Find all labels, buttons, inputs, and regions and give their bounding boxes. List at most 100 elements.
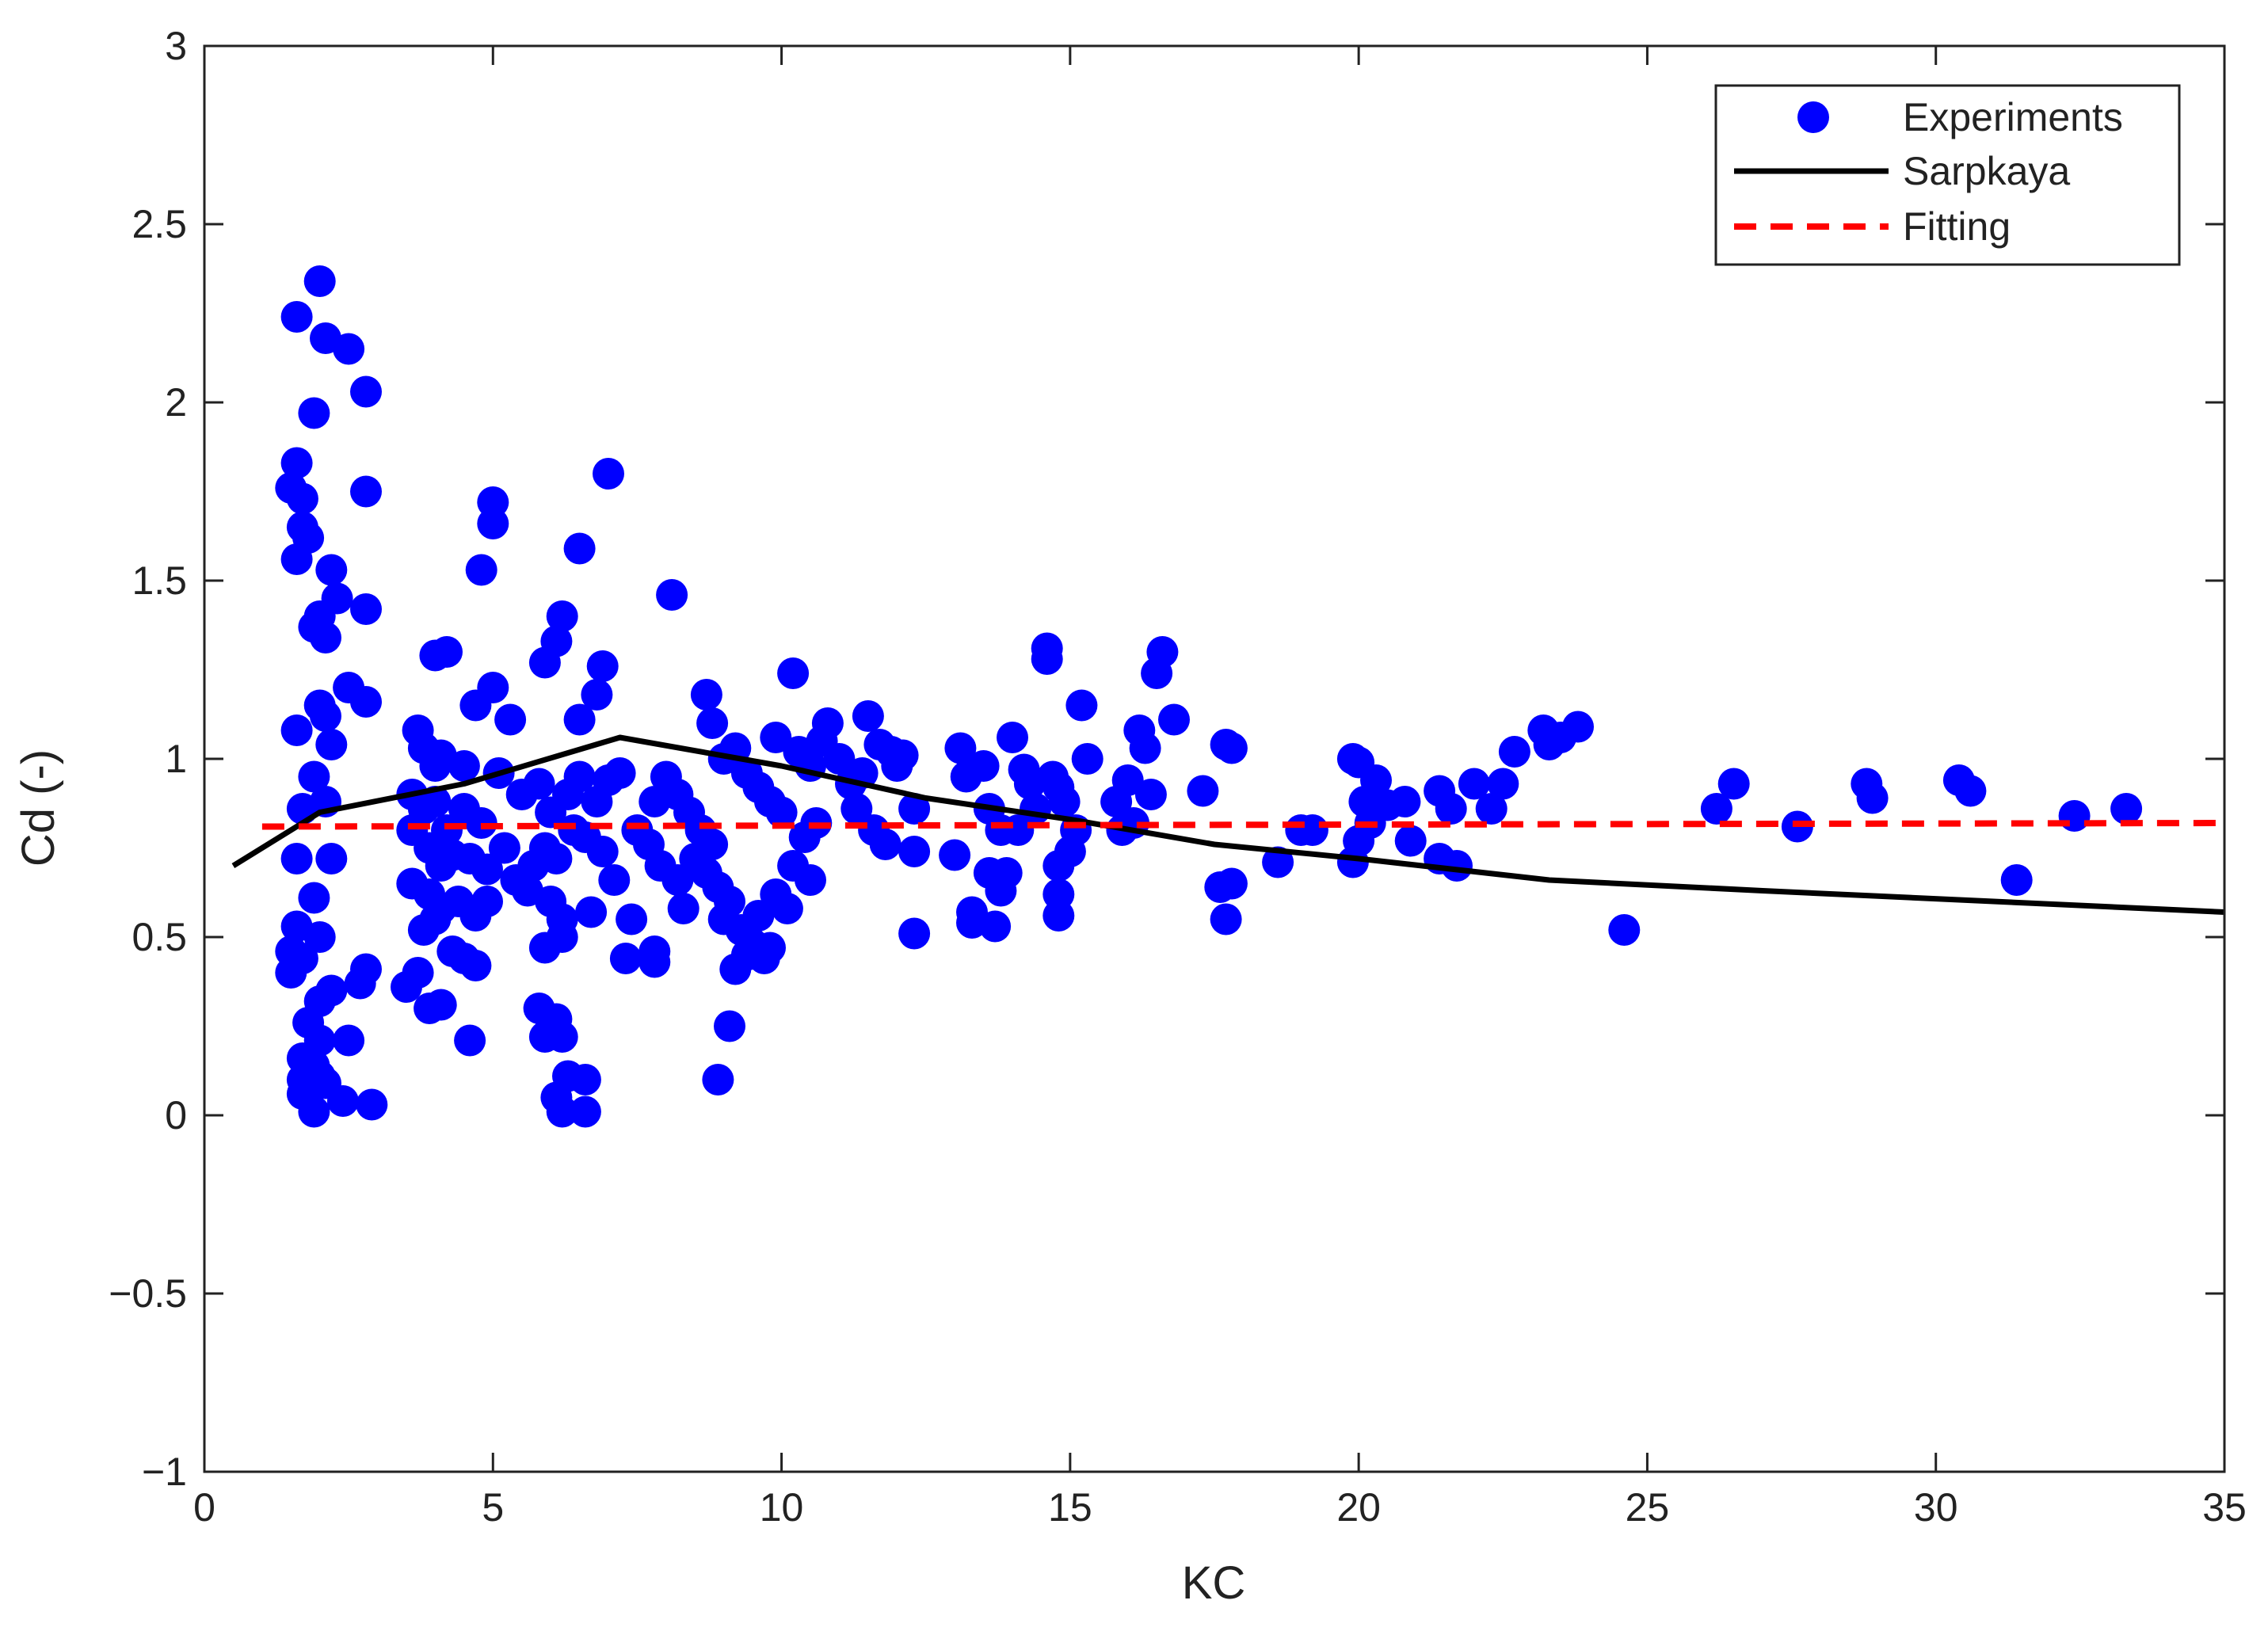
experiments-point-30 [298, 882, 330, 914]
y-axis-label: Cd (-) [13, 749, 64, 867]
experiments-point-183 [840, 793, 873, 825]
experiments-point-267 [1562, 711, 1594, 743]
experiments-point-261 [1475, 793, 1508, 825]
experiments-point-199 [944, 732, 977, 764]
experiments-point-222 [1065, 689, 1098, 722]
experiments-point-193 [714, 1010, 745, 1042]
experiments-point-142 [661, 864, 694, 896]
experiments-point-255 [1394, 825, 1427, 857]
experiments-point-50 [356, 1088, 388, 1121]
experiments-point-263 [1498, 736, 1530, 768]
experiments-point-37 [344, 967, 376, 1000]
experiments-point-197 [898, 917, 931, 950]
experiments-point-192 [742, 900, 775, 932]
experiments-point-1 [303, 265, 336, 297]
experiments-point-113 [575, 896, 608, 928]
experiments-point-136 [609, 943, 642, 974]
experiments-point-191 [760, 878, 792, 910]
experiments-point-125 [454, 1024, 486, 1057]
experiments-point-160 [730, 939, 763, 971]
x-tick-label: 20 [1336, 1485, 1381, 1530]
experiments-point-12 [280, 543, 313, 575]
experiments-point-131 [569, 1064, 601, 1095]
y-tick-label: −0.5 [109, 1271, 187, 1316]
experiments-point-257 [1435, 793, 1467, 825]
experiments-point-57 [656, 579, 688, 611]
experiments-point-124 [425, 989, 457, 1021]
experiments-point-62 [431, 636, 463, 668]
experiments-point-182 [886, 739, 919, 772]
y-tick-label: 1 [165, 737, 187, 781]
experiments-point-174 [811, 707, 844, 739]
y-tick-label: 1.5 [132, 558, 187, 603]
experiments-point-17 [310, 622, 341, 653]
experiments-point-143 [667, 893, 699, 924]
experiments-point-185 [869, 829, 901, 860]
experiments-point-28 [280, 843, 313, 874]
experiments-point-22 [315, 729, 348, 760]
experiments-point-178 [852, 700, 884, 732]
experiments-point-268 [1608, 914, 1641, 946]
experiments-point-35 [275, 957, 307, 989]
experiments-point-259 [1441, 850, 1473, 882]
experiments-point-170 [760, 722, 792, 753]
experiments-point-198 [939, 839, 971, 871]
experiments-point-3 [310, 322, 341, 354]
experiments-point-63 [586, 650, 619, 682]
experiments-point-208 [997, 722, 1028, 753]
experiments-point-243 [1262, 846, 1294, 878]
experiments-point-6 [280, 447, 313, 479]
experiments-point-51 [286, 1064, 318, 1095]
experiments-point-24 [350, 686, 382, 718]
experiments-point-66 [494, 703, 527, 736]
y-tick-label: −1 [142, 1450, 187, 1494]
experiments-point-65 [477, 672, 509, 703]
y-tick-label: 2.5 [132, 202, 187, 246]
experiments-point-5 [298, 397, 330, 429]
experiments-point-0 [280, 301, 313, 333]
experiments-point-48 [326, 1085, 359, 1117]
experiments-point-60 [528, 646, 561, 679]
experiments-point-245 [1296, 814, 1328, 846]
experiments-point-260 [1458, 768, 1490, 800]
experiments-point-115 [419, 903, 452, 935]
legend-sarpkaya-label: Sarpkaya [1903, 149, 2070, 193]
experiments-point-237 [1187, 775, 1219, 807]
experiments-point-138 [638, 946, 671, 978]
experiments-point-262 [1487, 768, 1519, 800]
experiments-point-276 [2000, 864, 2033, 896]
experiments-point-232 [1129, 732, 1161, 764]
experiments-point-275 [1954, 775, 1987, 807]
experiments-point-122 [402, 957, 434, 989]
experiments-point-82 [523, 768, 555, 800]
experiments-point-118 [459, 950, 492, 981]
experiments-point-103 [598, 864, 631, 896]
experiments-point-56 [563, 532, 596, 565]
experiments-point-29 [315, 843, 348, 874]
experiments-point-277 [2058, 800, 2091, 832]
x-tick-label: 30 [1914, 1485, 1958, 1530]
experiments-point-240 [1215, 732, 1248, 764]
experiments-point-196 [898, 793, 931, 825]
experiments-point-67 [581, 679, 613, 711]
experiments-point-195 [898, 836, 931, 867]
y-tick-label: 2 [165, 380, 187, 425]
experiments-point-53 [477, 508, 509, 539]
experiments-point-55 [593, 458, 624, 490]
experiments-point-213 [1031, 643, 1063, 675]
experiments-point-25 [298, 760, 330, 793]
experiments-points [275, 265, 2143, 1128]
x-tick-label: 35 [2202, 1485, 2247, 1530]
experiments-point-216 [1048, 786, 1081, 817]
experiments-point-95 [488, 832, 520, 864]
plot-area [231, 265, 2225, 1128]
experiments-point-169 [777, 657, 810, 689]
experiments-point-134 [569, 1095, 601, 1128]
experiments-point-85 [563, 760, 596, 793]
y-tick-label: 0.5 [132, 915, 187, 959]
axes: 0 5 10 15 20 25 30 35 −1 −0.5 0 0.5 1 1.5 2 2.5 3 [109, 24, 2247, 1530]
legend-fitting-label: Fitting [1903, 204, 2011, 249]
experiments-point-120 [546, 921, 578, 953]
experiments-point-102 [586, 836, 619, 867]
